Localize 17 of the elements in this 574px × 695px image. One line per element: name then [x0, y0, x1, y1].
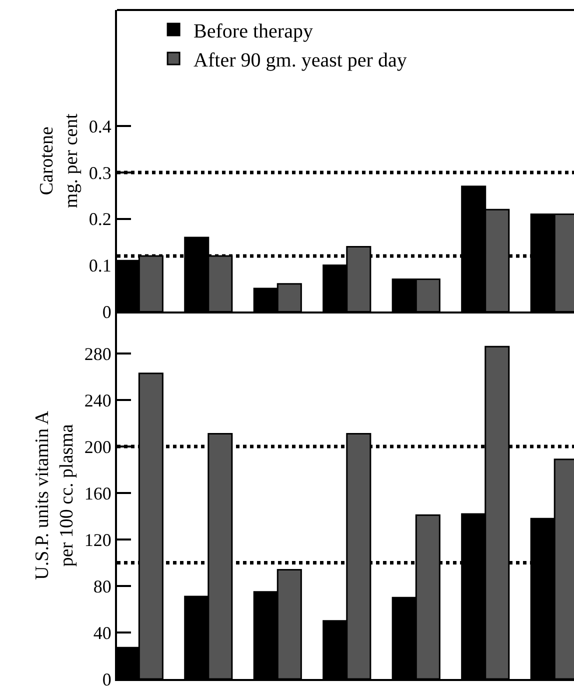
- y-tick-label: 0: [102, 669, 112, 690]
- y-axis-title: Carotene mg. per cent: [36, 112, 82, 208]
- y-tick-label: 0.4: [88, 116, 112, 136]
- y-tick-label: 280: [84, 344, 112, 364]
- y-tick-label: 0: [102, 302, 112, 322]
- y-tick-label: 80: [93, 576, 112, 596]
- y-tick-label: 160: [84, 483, 112, 504]
- y-tick-label: 0.1: [88, 256, 112, 276]
- y-tick-label: 40: [93, 622, 112, 643]
- y-tick-label: 200: [84, 436, 112, 457]
- y-tick-label: 0.2: [88, 209, 112, 230]
- y-tick-label: 240: [84, 390, 112, 410]
- y-tick-label: 0.3: [88, 162, 112, 183]
- legend-label: Before therapy: [194, 20, 313, 42]
- y-tick-label: 120: [84, 530, 112, 550]
- legend-label: After 90 gm. yeast per day: [194, 49, 407, 72]
- y-axis-title: U.S.P. units vitamin A per 100 cc. plasma: [32, 410, 78, 580]
